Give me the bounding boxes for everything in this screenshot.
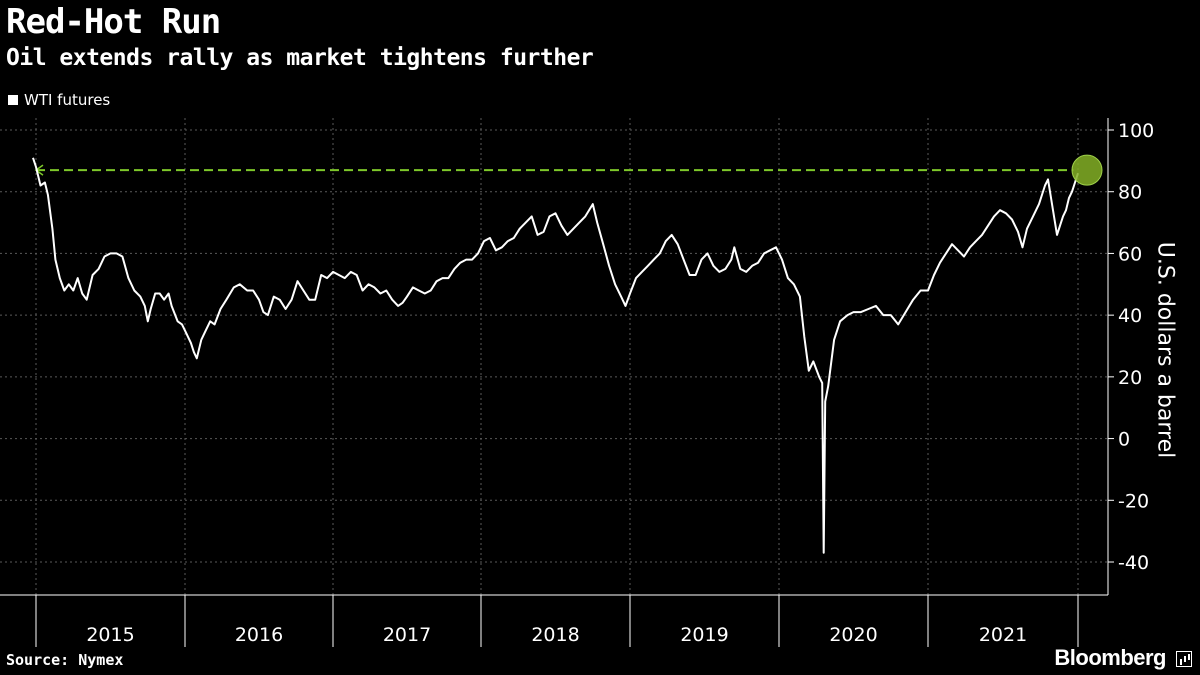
chart-subtitle: Oil extends rally as market tightens fur… [6,45,594,71]
y-tick-label: 60 [1118,243,1142,265]
y-tick-label: 0 [1118,429,1130,451]
y-tick-label: 20 [1118,367,1142,389]
bloomberg-terminal-icon [1176,651,1192,667]
y-tick-label: -40 [1118,552,1149,574]
x-tick-label: 2020 [829,624,877,646]
legend-label: WTI futures [24,91,111,109]
y-tick-label: 40 [1118,305,1142,327]
legend-swatch [8,95,18,105]
y-tick-label: 100 [1118,120,1154,142]
x-tick-label: 2021 [979,624,1027,646]
x-tick-label: 2017 [383,624,431,646]
chart-title: Red-Hot Run [6,2,221,42]
source-note: Source: Nymex [6,651,124,669]
legend: WTI futures [8,91,110,109]
x-tick-label: 2016 [235,624,283,646]
y-axis-label: U.S. dollars a barrel [1152,241,1178,459]
y-tick-label: -20 [1118,490,1149,512]
x-tick-label: 2015 [86,624,134,646]
series-line-wti-futures [32,157,1079,554]
x-tick-label: 2019 [680,624,728,646]
x-tick-label: 2018 [531,624,579,646]
y-tick-label: 80 [1118,182,1142,204]
bloomberg-logo: Bloomberg [1054,645,1166,670]
highlight-marker [1071,154,1103,186]
